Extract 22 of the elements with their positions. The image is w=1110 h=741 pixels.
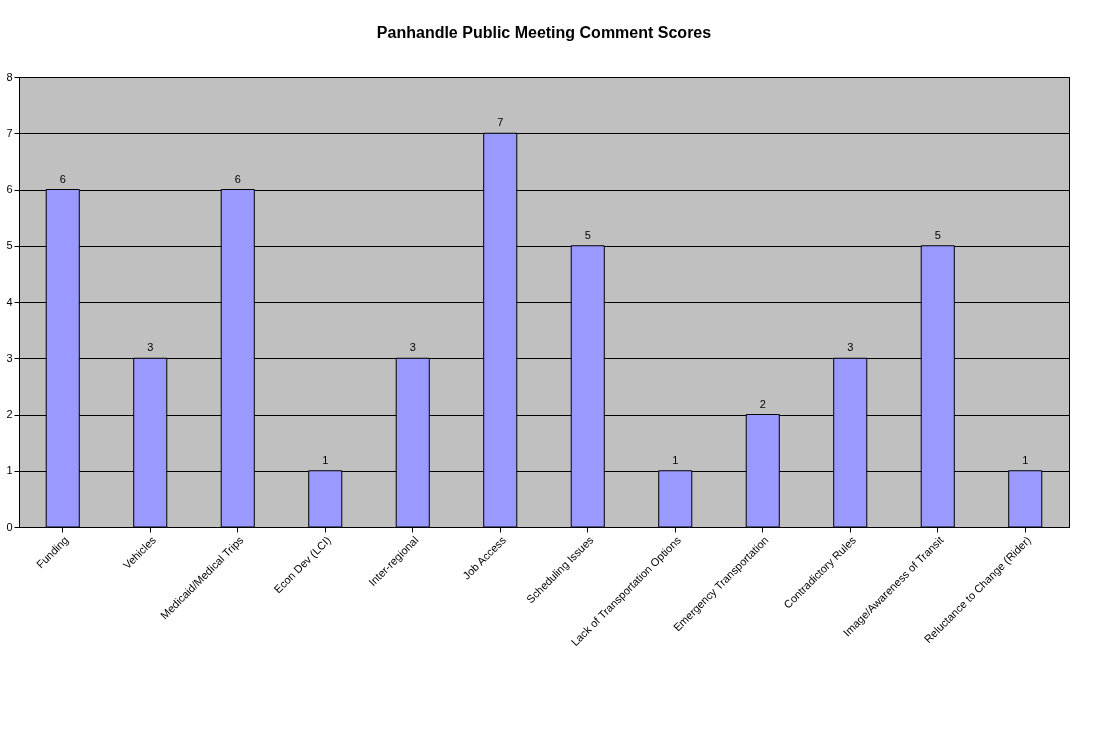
data-label: 3 — [847, 341, 854, 354]
data-label: 1 — [322, 453, 329, 466]
y-tick-label: 5 — [6, 239, 13, 252]
data-label: 5 — [934, 228, 941, 241]
y-tick-label: 1 — [6, 464, 13, 477]
data-label: 6 — [59, 172, 66, 185]
data-label: 6 — [234, 172, 241, 185]
chart-title: Panhandle Public Meeting Comment Scores — [376, 24, 712, 41]
y-tick-label: 8 — [6, 70, 13, 83]
y-tick-label: 3 — [6, 351, 13, 364]
data-label: 3 — [409, 341, 416, 354]
data-label: 1 — [672, 453, 679, 466]
data-label: 1 — [1022, 453, 1029, 466]
y-tick-label: 6 — [6, 183, 13, 195]
data-label: 3 — [147, 341, 154, 354]
data-label: 2 — [759, 397, 766, 410]
data-label: 7 — [497, 116, 504, 129]
data-label: 5 — [584, 228, 591, 241]
y-tick-label: 2 — [6, 408, 13, 420]
y-tick-label: 7 — [6, 126, 13, 139]
y-tick-label: 4 — [6, 295, 13, 308]
y-tick-label: 0 — [6, 520, 13, 533]
